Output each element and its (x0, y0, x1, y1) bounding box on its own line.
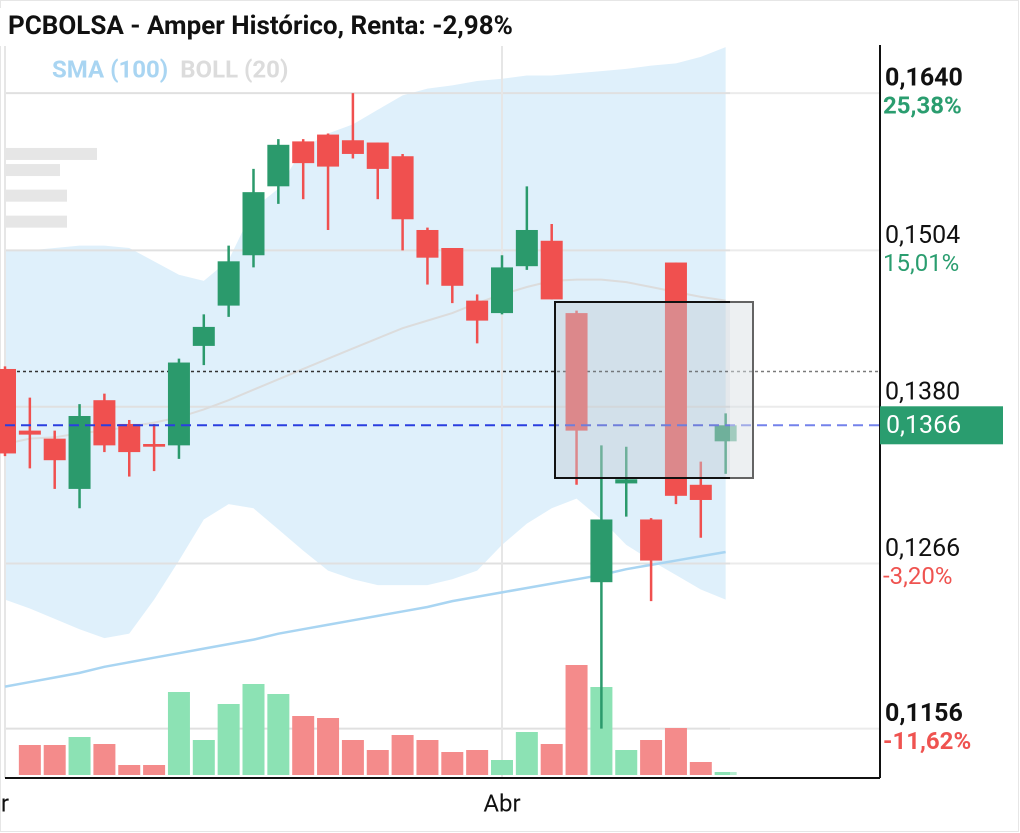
volume-bar (68, 737, 91, 775)
candle-body (515, 229, 538, 267)
future-area (730, 45, 880, 777)
candle-body (590, 519, 613, 583)
candle-body (565, 313, 588, 431)
legend-entry: BOLL (20) (180, 55, 288, 83)
candle-body (615, 479, 638, 484)
legend-entry: SMA (100) (52, 55, 168, 83)
candle-body (640, 519, 663, 561)
volume-bar (689, 762, 712, 775)
candle-body (118, 423, 141, 453)
volume-profile-bar (5, 147, 97, 160)
y-tick-change: -11,62% (883, 727, 971, 755)
candle-body (217, 261, 240, 306)
volume-profile-bar (5, 215, 67, 228)
candle-body (93, 400, 116, 446)
y-tick-label: 0,1266 (885, 534, 960, 563)
y-tick-change: 15,01% (883, 249, 959, 277)
volume-bar (466, 750, 489, 775)
chart-title: PCBOLSA - Amper Histórico, Renta: -2,98% (8, 11, 513, 41)
volume-bar (391, 735, 414, 775)
candle-body (242, 192, 265, 256)
volume-bar (515, 732, 538, 775)
volume-bar (540, 744, 563, 775)
candle-body (466, 300, 489, 321)
volume-bar (640, 740, 663, 775)
y-tick-label: 0,1380 (885, 377, 960, 406)
volume-profile-bar (5, 164, 60, 177)
volume-bar (43, 745, 66, 775)
selection-box (554, 301, 754, 479)
y-tick-change: -3,20% (883, 562, 952, 590)
candle-body (267, 144, 290, 187)
volume-bar (167, 692, 190, 775)
candle-body (192, 326, 215, 346)
title-box (0, 8, 878, 46)
candle-body (441, 247, 464, 286)
volume-bar (416, 740, 439, 775)
y-tick-label: 0,1156 (885, 699, 963, 728)
volume-bar (317, 718, 340, 775)
candle-body (143, 444, 166, 447)
candle-body (714, 425, 737, 442)
x-tick-label: Abr (483, 789, 520, 817)
candle-body (689, 484, 712, 500)
candle-body (317, 134, 340, 167)
y-tick-label: 0,1504 (885, 221, 960, 250)
candle-body (167, 362, 190, 446)
candle-body (43, 438, 66, 461)
candle-body (18, 430, 41, 435)
volume-profile-bar (5, 189, 67, 202)
candle-body (68, 416, 91, 489)
candle-body (341, 140, 364, 154)
candle-body (0, 368, 16, 454)
volume-bar (93, 744, 116, 775)
plot-area (0, 45, 880, 778)
volume-bar (18, 745, 41, 775)
volume-bar (192, 740, 215, 775)
volume-bar (341, 740, 364, 775)
volume-bar (292, 716, 315, 775)
last-price-label: 0,1366 (886, 411, 961, 440)
volume-bar (590, 687, 613, 775)
candle-body (491, 267, 513, 314)
y-tick-change: 25,38% (883, 91, 962, 119)
volume-bar (714, 772, 737, 775)
volume-bar (491, 760, 513, 775)
volume-bar (664, 728, 687, 775)
candle-body (391, 156, 414, 220)
volume-bar (143, 765, 166, 775)
candle-body (366, 142, 389, 169)
candle-body (416, 229, 439, 258)
volume-bar (217, 704, 240, 775)
candle-body (664, 262, 687, 496)
volume-bar (565, 665, 588, 775)
candle-body (292, 141, 315, 164)
volume-bar (118, 765, 141, 775)
volume-bar (267, 694, 290, 775)
y-tick-label: 0,1640 (885, 64, 963, 93)
volume-bar (441, 752, 464, 775)
volume-bar (366, 750, 389, 775)
volume-bar (615, 750, 638, 775)
candle-body (540, 240, 563, 300)
volume-bar (242, 684, 265, 775)
last-price-box (880, 406, 1003, 445)
x-tick-label: r (1, 789, 9, 817)
